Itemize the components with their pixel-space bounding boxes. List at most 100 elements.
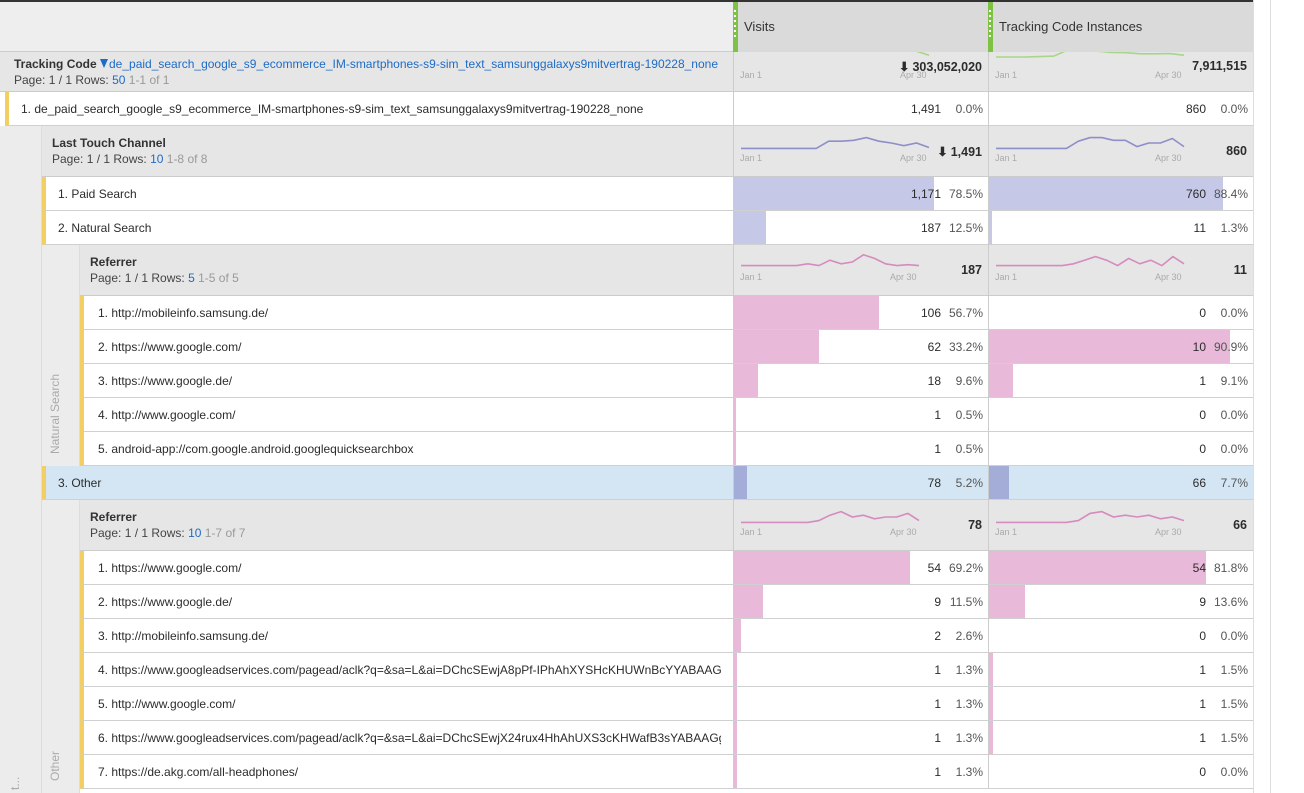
metric-cell: 0 0.0% xyxy=(988,432,1253,466)
breakdown-title: Referrer xyxy=(90,255,137,269)
row-label[interactable]: 4. https://www.googleadservices.com/page… xyxy=(98,662,721,677)
sparkline-end-label: Apr 30 xyxy=(900,153,927,163)
rows-per-page-select[interactable]: 5 xyxy=(188,271,195,285)
table-row[interactable]: 3. http://mobileinfo.samsung.de/ xyxy=(80,619,733,653)
column-total: Jan 1 Apr 30 7,911,515 xyxy=(988,52,1253,92)
metric-percent: 0.0% xyxy=(955,101,983,116)
table-row[interactable]: 5. http://www.google.com/ xyxy=(80,687,733,721)
metric-value: 66 xyxy=(1192,475,1206,490)
metric-cell: 66 7.7% xyxy=(988,466,1253,500)
metric-percent: 0.0% xyxy=(1220,305,1248,320)
column-total: Jan 1 Apr 30 187 xyxy=(733,245,988,296)
metric-cell: 9 11.5% xyxy=(733,585,988,619)
row-label[interactable]: 2. Natural Search xyxy=(58,220,152,235)
table-row[interactable]: 3. Other xyxy=(42,466,733,500)
row-label[interactable]: 1. https://www.google.com/ xyxy=(98,560,242,575)
row-label[interactable]: 3. Other xyxy=(58,475,102,490)
total-number: 860 xyxy=(1226,144,1247,158)
row-label[interactable]: 7. https://de.akg.com/all-headphones/ xyxy=(98,764,299,779)
metric-cell: 54 81.8% xyxy=(988,551,1253,585)
table-row[interactable]: 1. de_paid_search_google_s9_ecommerce_IM… xyxy=(5,92,733,126)
row-range: 1-8 of 8 xyxy=(166,152,208,166)
percent-bar xyxy=(989,687,993,720)
table-row[interactable]: 2. Natural Search xyxy=(42,211,733,245)
metric-cell: 187 12.5% xyxy=(733,211,988,245)
column-total: Jan 1 Apr 30 ⬇ 1,491 xyxy=(733,126,988,177)
table-row[interactable]: 5. android-app://com.google.android.goog… xyxy=(80,432,733,466)
metric-percent: 0.0% xyxy=(1220,101,1248,116)
column-header-visits[interactable]: Visits xyxy=(733,2,988,52)
row-label[interactable]: 6. https://www.googleadservices.com/page… xyxy=(98,730,721,745)
pagination: Page: 1 / 1 Rows: 5 1-5 of 5 xyxy=(90,271,239,285)
total-value: 78 xyxy=(968,518,982,532)
column-drag-handle[interactable] xyxy=(989,10,991,38)
percent-bar xyxy=(734,398,736,431)
metric-percent: 12.5% xyxy=(948,220,983,235)
metric-percent: 13.6% xyxy=(1213,594,1248,609)
metric-percent: 11.5% xyxy=(949,594,983,609)
row-label[interactable]: 1. http://mobileinfo.samsung.de/ xyxy=(98,305,269,320)
metric-value: 1,491 xyxy=(910,101,941,116)
sparkline xyxy=(996,255,1185,267)
page-info: Page: 1 / 1 Rows: xyxy=(90,271,185,285)
table-row[interactable]: 1. http://mobileinfo.samsung.de/ xyxy=(80,296,733,330)
sparkline-trend xyxy=(741,510,920,524)
percent-bar xyxy=(734,364,759,397)
column-header-tracking-code-instances[interactable]: Tracking Code Instances xyxy=(988,2,1253,52)
table-row[interactable]: 3. https://www.google.de/ xyxy=(80,364,733,398)
metric-value: 0 xyxy=(1199,441,1206,456)
table-row[interactable]: 6. https://www.googleadservices.com/page… xyxy=(80,721,733,755)
metric-percent: 69.2% xyxy=(948,560,983,575)
row-label[interactable]: 2. https://www.google.com/ xyxy=(98,339,242,354)
metric-cell: 1 0.5% xyxy=(733,432,988,466)
metric-percent: 1.3% xyxy=(955,662,983,677)
row-label[interactable]: 3. http://mobileinfo.samsung.de/ xyxy=(98,628,269,643)
metric-value: 0 xyxy=(1199,764,1206,779)
percent-bar xyxy=(989,585,1026,618)
page-info: Page: 1 / 1 Rows: xyxy=(52,152,147,166)
row-label[interactable]: 2. https://www.google.de/ xyxy=(98,594,233,609)
row-label[interactable]: 1. Paid Search xyxy=(58,186,137,201)
metric-value: 760 xyxy=(1185,186,1206,201)
table-row[interactable]: 1. https://www.google.com/ xyxy=(80,551,733,585)
percent-bar xyxy=(989,653,993,686)
sparkline-trend xyxy=(916,52,930,56)
column-drag-handle[interactable] xyxy=(734,10,736,38)
table-row[interactable]: 2. https://www.google.de/ xyxy=(80,585,733,619)
row-label[interactable]: 3. https://www.google.de/ xyxy=(98,373,233,388)
filter-link[interactable]: de_paid_search_google_s9_ecommerce_IM-sm… xyxy=(100,57,718,71)
metric-value: 11 xyxy=(1193,220,1206,235)
metric-percent: 78.5% xyxy=(948,186,983,201)
page-info: Page: 1 / 1 Rows: xyxy=(90,526,185,540)
percent-bar xyxy=(989,466,1010,499)
metric-value: 1 xyxy=(934,662,941,677)
pagination: Page: 1 / 1 Rows: 10 1-7 of 7 xyxy=(90,526,245,540)
metric-value: 9 xyxy=(1199,594,1206,609)
row-label[interactable]: 5. http://www.google.com/ xyxy=(98,696,236,711)
row-label[interactable]: 1. de_paid_search_google_s9_ecommerce_IM… xyxy=(21,101,644,116)
metric-percent: 0.5% xyxy=(955,441,983,456)
table-row[interactable]: 7. https://de.akg.com/all-headphones/ xyxy=(80,755,733,789)
rows-per-page-select[interactable]: 10 xyxy=(188,526,202,540)
metric-value: 1 xyxy=(1199,373,1206,388)
sparkline-start-label: Jan 1 xyxy=(740,70,763,80)
metric-percent: 1.5% xyxy=(1220,696,1248,711)
filter-value: de_paid_search_google_s9_ecommerce_IM-sm… xyxy=(109,57,719,71)
table-row[interactable]: 4. http://www.google.com/ xyxy=(80,398,733,432)
row-label[interactable]: 4. http://www.google.com/ xyxy=(98,407,236,422)
metric-cell: 9 13.6% xyxy=(988,585,1253,619)
rows-per-page-select[interactable]: 10 xyxy=(150,152,164,166)
table-row[interactable]: 2. https://www.google.com/ xyxy=(80,330,733,364)
percent-bar xyxy=(734,432,736,465)
metric-percent: 1.3% xyxy=(955,696,983,711)
breakdown-header: Tracking Code de_paid_search_google_s9_ec… xyxy=(0,52,733,92)
metric-value: 187 xyxy=(920,220,941,235)
rows-per-page-select[interactable]: 50 xyxy=(112,73,126,87)
metric-percent: 9.6% xyxy=(955,373,983,388)
metric-percent: 9.1% xyxy=(1220,373,1248,388)
table-row[interactable]: 4. https://www.googleadservices.com/page… xyxy=(80,653,733,687)
table-row[interactable]: 1. Paid Search xyxy=(42,177,733,211)
row-label[interactable]: 5. android-app://com.google.android.goog… xyxy=(98,441,414,456)
sparkline-end-label: Apr 30 xyxy=(1155,153,1182,163)
breakdown-section-gutter xyxy=(42,245,80,466)
